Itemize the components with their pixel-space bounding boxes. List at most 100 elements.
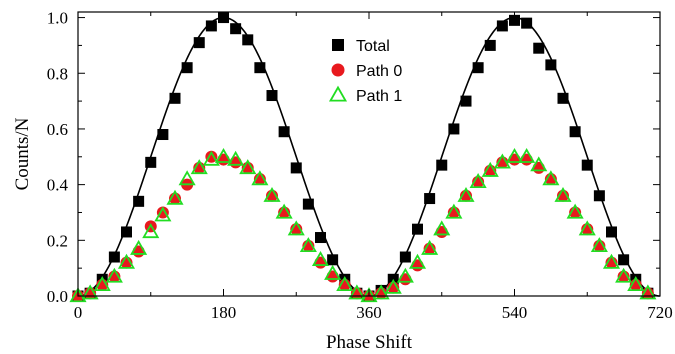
point-total (193, 37, 205, 49)
point-path-1 (433, 220, 451, 236)
point-path-1 (69, 287, 87, 303)
point-path-1 (530, 156, 548, 172)
y-axis-title: Counts/N (12, 117, 33, 190)
point-path-1 (202, 150, 220, 166)
series-total (72, 12, 654, 302)
x-axis-title: Phase Shift (326, 332, 413, 353)
point-path-1 (469, 173, 487, 188)
legend-item-path-1: Path 1 (328, 85, 402, 105)
point-path-1 (93, 276, 111, 292)
point-path-1 (239, 159, 257, 175)
plot-area (69, 12, 661, 303)
x-tick-label: 0 (74, 303, 83, 322)
point-path-1 (287, 220, 305, 236)
point-path-1 (518, 147, 536, 163)
x-tick-label: 180 (211, 303, 237, 322)
point-path-1 (214, 147, 233, 163)
point-total (290, 162, 302, 174)
point-total (242, 34, 254, 46)
point-path-1 (493, 153, 511, 169)
point-total (121, 226, 132, 238)
legend: Total Path 0 Path 1 (328, 38, 402, 105)
point-path-1 (505, 147, 524, 163)
series-path-1 (69, 147, 657, 303)
x-tick-label: 720 (647, 303, 673, 322)
point-path-1 (251, 170, 269, 186)
point-path-1 (336, 276, 354, 292)
fit-curve (77, 16, 661, 297)
point-path-1 (154, 206, 172, 222)
point-path-1 (372, 284, 390, 300)
point-total (278, 126, 290, 138)
point-total (448, 123, 460, 135)
x-tick-label: 540 (502, 303, 528, 322)
point-total (133, 195, 145, 207)
point-path-1 (602, 253, 621, 269)
y-tick-label: 0.6 (47, 120, 68, 139)
point-path-1 (457, 186, 475, 202)
point-total (424, 193, 436, 205)
point-path-1 (227, 150, 245, 166)
y-tick-label: 0.8 (47, 64, 68, 83)
point-total (108, 251, 120, 263)
point-total (315, 232, 326, 244)
point-path-1 (190, 159, 208, 175)
point-total (509, 14, 520, 26)
point-path-1 (166, 189, 184, 205)
point-total (157, 129, 169, 141)
point-path-1 (299, 237, 317, 253)
point-total (521, 17, 533, 29)
point-total (606, 226, 617, 238)
y-tick-label: 0.4 (47, 176, 69, 195)
point-path-1 (566, 203, 584, 219)
y-tick-label: 0.0 (47, 287, 68, 306)
point-path-1 (360, 287, 378, 303)
point-total (145, 156, 157, 168)
point-total (230, 23, 242, 35)
point-total (496, 20, 508, 32)
point-path-1 (324, 264, 342, 280)
point-total (412, 223, 423, 235)
point-path-1 (421, 239, 439, 255)
point-path-1 (590, 237, 608, 253)
point-path-1 (481, 161, 499, 177)
point-total (460, 95, 472, 107)
point-path-1 (117, 253, 136, 269)
point-total (254, 62, 266, 74)
point-total (205, 20, 217, 32)
point-path-1 (130, 239, 148, 255)
point-total (472, 62, 484, 74)
point-total (436, 159, 448, 171)
point-total (618, 254, 630, 266)
legend-marker (331, 63, 345, 77)
point-total (169, 92, 181, 104)
point-total (484, 39, 496, 51)
point-path-1 (554, 186, 572, 202)
point-path-1 (445, 203, 463, 219)
point-total (581, 159, 593, 171)
legend-label: Path 0 (356, 63, 402, 80)
legend-label: Total (356, 38, 390, 55)
point-path-1 (348, 284, 366, 300)
legend-marker (332, 39, 344, 51)
point-path-1 (396, 267, 414, 283)
y-tick-label: 0.2 (47, 231, 68, 250)
point-path-1 (275, 203, 293, 219)
point-path-1 (384, 278, 402, 294)
point-total (399, 251, 411, 263)
legend-marker (328, 85, 348, 102)
point-path-1 (615, 267, 633, 283)
point-path-0 (156, 206, 169, 219)
x-tick-label: 360 (356, 303, 382, 322)
point-total (181, 62, 193, 74)
point-path-1 (263, 186, 281, 202)
point-path-1 (178, 170, 196, 186)
point-path-1 (105, 267, 123, 283)
legend-label: Path 1 (356, 88, 402, 105)
point-path-1 (578, 220, 596, 236)
legend-item-path-0: Path 0 (331, 63, 402, 80)
point-total (266, 90, 278, 102)
series-path-0 (72, 150, 654, 302)
point-path-1 (311, 250, 330, 266)
